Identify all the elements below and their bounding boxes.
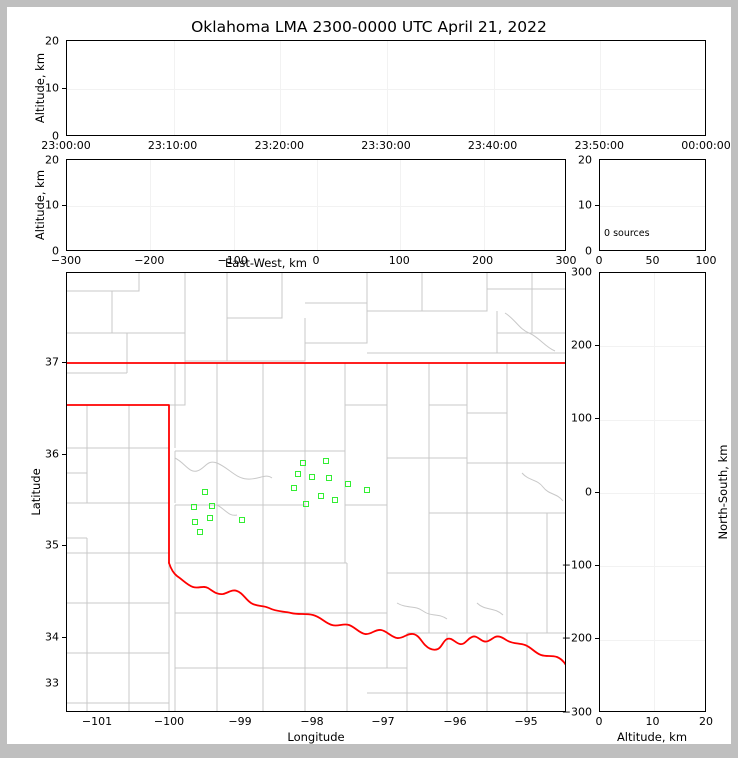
lma-source-marker (208, 502, 215, 509)
xtick-time-5: 23:50:00 (574, 139, 624, 152)
xtick-time-2: 23:20:00 (254, 139, 304, 152)
xtick-ew-6: 300 (555, 254, 577, 267)
ytick-time-10: 10 (45, 81, 59, 95)
lma-source-marker (291, 484, 298, 491)
ytick-hist-20: 20 (578, 153, 592, 167)
ytick-map-36: 36 (45, 447, 59, 461)
xlabel-map-longitude: Longitude (287, 730, 345, 744)
xtick-map-n101: −101 (81, 715, 113, 728)
lma-source-marker (201, 489, 208, 496)
ylabel-eastwest-altitude: Altitude, km (33, 169, 47, 241)
xlabel-eastwest: East-West, km (225, 256, 307, 270)
ytick-ns-300: 300 (571, 265, 592, 279)
ytick-ew-20: 20 (45, 153, 59, 167)
lma-source-marker (331, 497, 338, 504)
xtick-ew-1: −200 (134, 254, 165, 267)
xtick-map-n95: −95 (514, 715, 538, 728)
lma-source-marker (295, 470, 302, 477)
ytick-ns-n100: −100 (561, 558, 592, 572)
map-geography (67, 273, 565, 711)
xlabel-northsouth-altitude: Altitude, km (616, 730, 688, 744)
ytick-ns-n300: −300 (561, 705, 592, 719)
ylabel-northsouth: North-South, km (716, 444, 730, 540)
xtick-time-4: 23:40:00 (467, 139, 518, 152)
xtick-ns-20: 20 (699, 715, 713, 728)
ytick-ns-0: 0 (585, 485, 592, 499)
xtick-map-n96: −96 (443, 715, 467, 728)
lma-source-marker (238, 516, 245, 523)
ytick-ns-100: 100 (571, 411, 592, 425)
ytick-map-33: 33 (45, 676, 59, 690)
lma-source-marker (191, 519, 198, 526)
ytick-ew-0: 0 (52, 244, 59, 258)
ytick-hist-0: 0 (585, 244, 592, 258)
xtick-time-0: 23:00:00 (41, 139, 91, 152)
xtick-hist-50: 50 (645, 254, 660, 267)
page-title: Oklahoma LMA 2300-0000 UTC April 21, 202… (191, 18, 547, 36)
ytick-time-0: 0 (52, 129, 59, 143)
ytick-map-37: 37 (45, 355, 59, 369)
xtick-ew-5: 200 (472, 254, 494, 267)
ytick-ns-n200: −200 (561, 631, 592, 645)
lma-source-marker (190, 503, 197, 510)
ytick-ew-10: 10 (45, 198, 59, 212)
xtick-time-3: 23:30:00 (361, 139, 411, 152)
lma-source-marker (300, 459, 307, 466)
xtick-hist-100: 100 (695, 254, 717, 267)
xtick-ns-0: 0 (595, 715, 603, 728)
xtick-ew-2: −100 (217, 254, 248, 267)
ytick-ns-200: 200 (571, 338, 592, 352)
ytick-map-34: 34 (45, 630, 59, 644)
lma-source-marker (303, 501, 310, 507)
panel-time-height[interactable] (66, 40, 706, 136)
xtick-map-n98: −98 (300, 715, 324, 728)
panel-plan-view-map[interactable] (66, 272, 566, 712)
lma-source-marker (196, 528, 203, 535)
panel-eastwest-height[interactable] (66, 159, 566, 251)
lma-source-marker (364, 487, 371, 494)
ylabel-map-latitude: Latitude (29, 468, 43, 516)
panel-northsouth-height[interactable] (599, 272, 706, 712)
source-count-annotation: 0 sources (604, 228, 650, 239)
xtick-time-1: 23:10:00 (147, 139, 198, 152)
lma-source-marker (308, 473, 315, 480)
xtick-map-n97: −97 (371, 715, 395, 728)
ylabel-time-altitude: Altitude, km (33, 52, 47, 124)
xtick-ew-3: 0 (312, 254, 320, 267)
xtick-ns-10: 10 (645, 715, 660, 728)
xtick-map-n99: −99 (228, 715, 252, 728)
lma-source-marker (326, 475, 333, 482)
xtick-time-6: 00:00:00 (681, 139, 731, 152)
lma-source-marker (317, 492, 324, 499)
ytick-map-35: 35 (45, 538, 59, 552)
lma-source-marker (323, 457, 330, 464)
xtick-ew-0: −300 (50, 254, 82, 267)
xtick-map-n100: −100 (153, 715, 185, 728)
figure-canvas: Oklahoma LMA 2300-0000 UTC April 21, 202… (7, 7, 731, 744)
lma-source-marker (206, 514, 213, 521)
lma-source-marker (344, 480, 351, 487)
xtick-hist-0: 0 (595, 254, 603, 267)
ytick-hist-10: 10 (578, 198, 592, 212)
panel-altitude-histogram[interactable]: 0 sources (599, 159, 706, 251)
xtick-ew-4: 100 (388, 254, 410, 267)
ytick-time-20: 20 (45, 34, 59, 48)
